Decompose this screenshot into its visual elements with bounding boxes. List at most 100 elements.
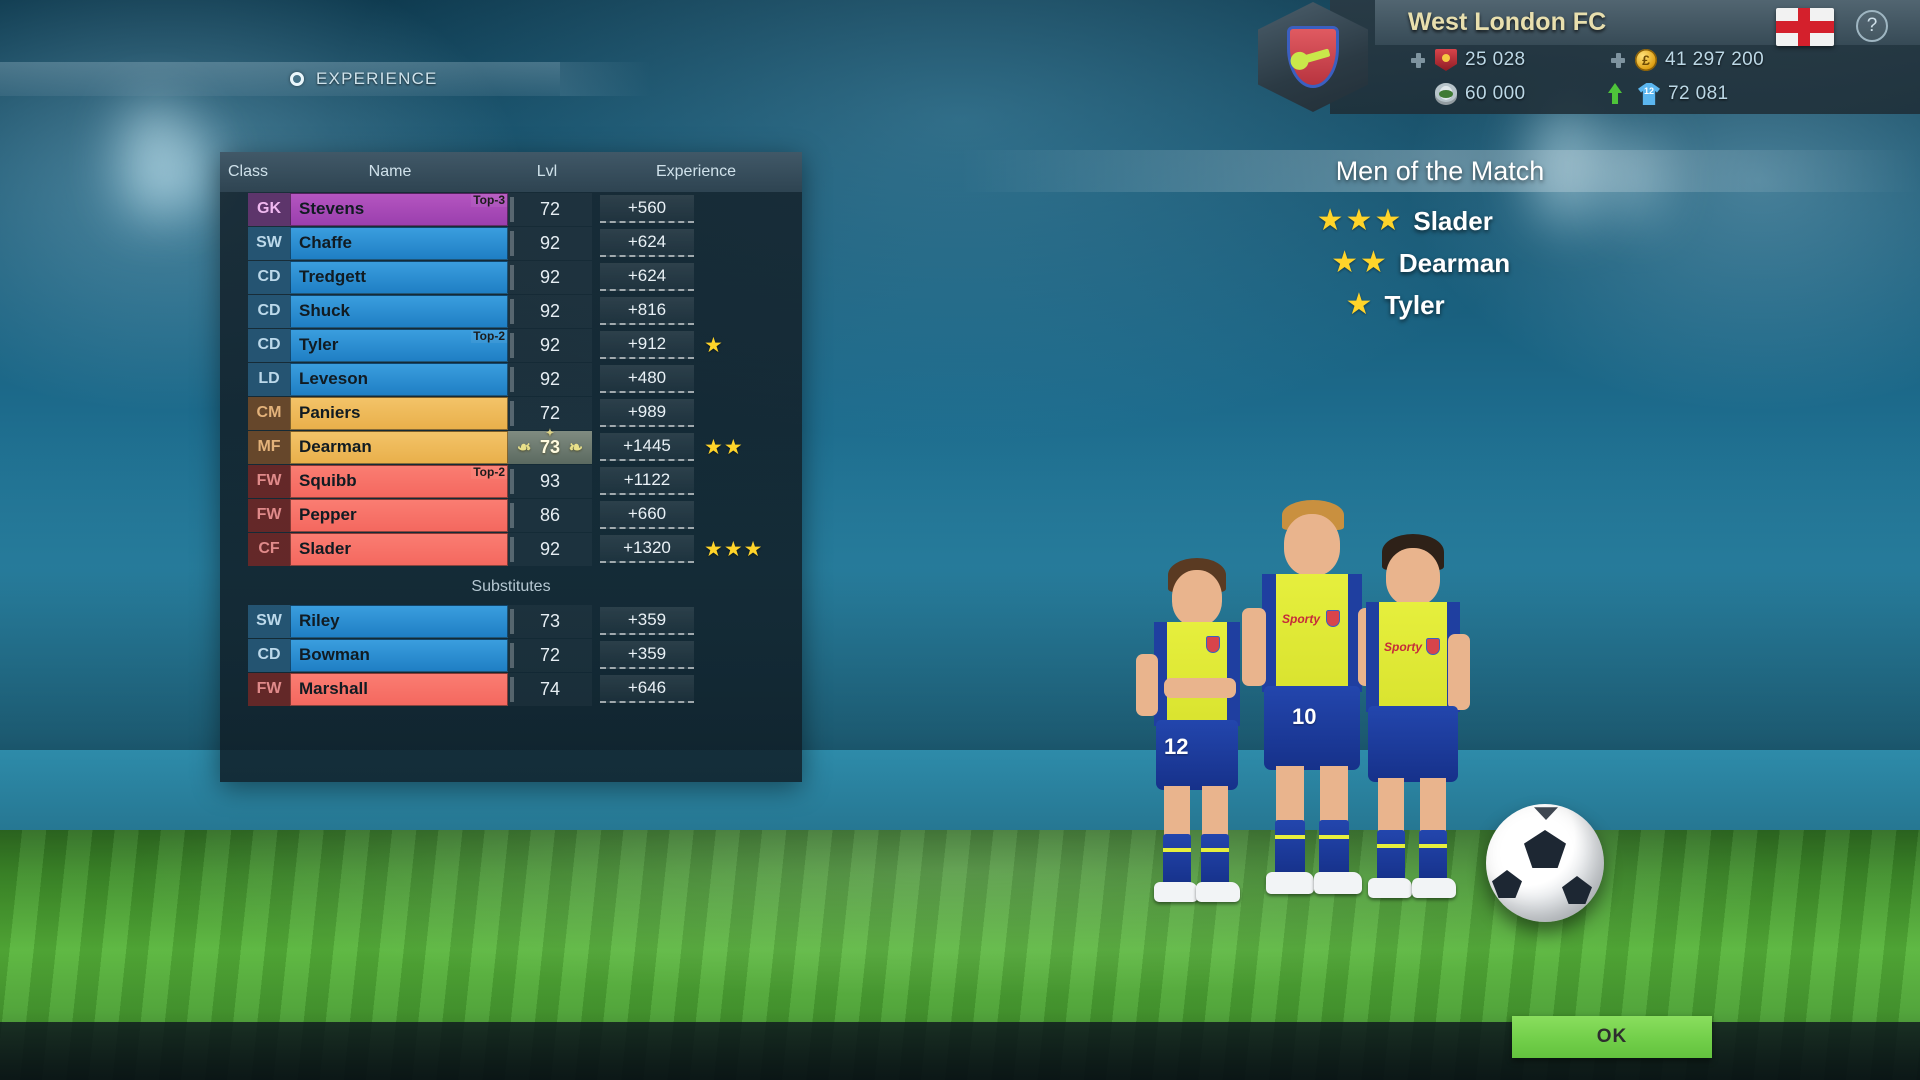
player-level: 93 [508,465,592,498]
jersey-sponsor: Sporty [1282,612,1321,626]
table-row[interactable]: LD Leveson 92 +480 [220,362,802,396]
table-row[interactable]: CF Slader 92 +1320 ★ ★ ★ [220,532,802,566]
resource-pennant[interactable]: 25 028 [1408,46,1608,74]
star-icon: ★ [704,537,723,561]
sock [1163,834,1191,886]
coin-icon [1635,49,1657,71]
player-number: 10 [1292,704,1317,729]
table-row[interactable]: CD Shuck 92 +816 [220,294,802,328]
player-experience: +480 [600,365,694,393]
floodlight-glow-left-2 [168,128,214,212]
laurel-crown-icon: ✦ [545,427,555,439]
add-pennant-icon[interactable] [1408,50,1428,70]
sock [1275,820,1305,876]
star-icon: ★ [1360,246,1387,279]
table-row[interactable]: FW Squibb Top-2 93 +1122 [220,464,802,498]
player-name-cell[interactable]: Chaffe [290,226,508,260]
player-name-cell[interactable]: Slader [290,532,508,566]
table-row[interactable]: CD Tyler Top-2 92 +912 ★ [220,328,802,362]
player-name: Tyler [299,335,339,354]
player-experience: +624 [600,229,694,257]
men-of-the-match: Men of the Match ★ ★ ★ Slader ★ ★ Dearma… [960,150,1920,326]
player-name-cell[interactable]: Squibb Top-2 [290,464,508,498]
table-row[interactable]: GK Stevens Top-3 72 +560 [220,192,802,226]
player-level-value: 92 [539,538,561,559]
top-rank-badge: Top-2 [471,328,507,343]
player-name-cell[interactable]: Shuck [290,294,508,328]
ok-button[interactable]: OK [1512,1016,1712,1058]
table-row[interactable]: FW Pepper 86 +660 [220,498,802,532]
club-header: West London FC ? 25 028 41 297 200 60 00… [1240,0,1920,114]
leg [1320,766,1348,826]
player-experience: +989 [600,399,694,427]
player-name: Slader [299,539,351,558]
player-experience: +560 [600,195,694,223]
player-name-cell[interactable]: Pepper [290,498,508,532]
player-experience: +660 [600,501,694,529]
column-header-lvl: Lvl [536,163,558,180]
jersey-crest-icon [1426,638,1440,655]
player-name-cell[interactable]: Paniers [290,396,508,430]
leg [1276,766,1304,826]
table-row[interactable]: FW Marshall 74 +646 [220,672,802,706]
player-experience: +624 [600,263,694,291]
shorts [1368,706,1458,782]
player-motm-stars: ★ [694,335,790,356]
player-name-cell[interactable]: Stevens Top-3 [290,192,508,226]
player-level: 92 [508,295,592,328]
pennant-value: 25 028 [1465,49,1526,70]
resource-money[interactable]: 41 297 200 [1608,46,1828,74]
player-level-value: 73 [539,436,561,457]
player-level: 92 [508,261,592,294]
level-progress-tick [510,264,514,290]
help-button[interactable]: ? [1856,10,1888,42]
motm-stars: ★ ★ [1331,248,1387,278]
player-experience: +646 [600,675,694,703]
player-level-value: 72 [539,644,561,665]
player-characters-scene: 12 Sporty 10 [1130,488,1550,908]
motm-entry: ★ Tyler [960,284,1920,326]
sock [1201,834,1229,886]
player-name-cell[interactable]: Tredgett [290,260,508,294]
jersey-side [1366,602,1379,712]
player-level: 86 [508,499,592,532]
motm-entry: ★ ★ Dearman [960,242,1920,284]
jersey [1262,574,1362,692]
sock [1319,820,1349,876]
add-money-icon[interactable] [1608,50,1628,70]
table-row[interactable]: CD Bowman 72 +359 [220,638,802,672]
resource-fans: 72 081 [1608,80,1828,108]
player-name-cell[interactable]: Leveson [290,362,508,396]
jersey [1366,602,1460,712]
level-progress-tick [510,642,514,668]
club-badge-hex[interactable] [1258,2,1368,112]
player-experience: +359 [600,607,694,635]
player-name-cell[interactable]: Dearman [290,430,508,464]
shorts [1156,720,1238,790]
level-progress-tick [510,536,514,562]
table-row[interactable]: SW Chaffe 92 +624 [220,226,802,260]
player-name-cell[interactable]: Bowman [290,638,508,672]
player-level-up: ✦73 [508,427,592,464]
column-header-name: Name [368,163,412,180]
player-name-cell[interactable]: Tyler Top-2 [290,328,508,362]
player-level: 92 [508,363,592,396]
player-level: 74 [508,673,592,706]
player-name-cell[interactable]: Riley [290,604,508,638]
player-level-value: 92 [539,300,561,321]
ring-dot-icon [290,72,304,86]
experience-panel: Class Name Lvl Experience GK Stevens Top-3… [220,152,802,782]
table-row[interactable]: CD Tredgett 92 +624 [220,260,802,294]
table-row[interactable]: SW Riley 73 +359 [220,604,802,638]
club-crest-icon [1287,26,1339,88]
table-row[interactable]: CM Paniers 72 +989 [220,396,802,430]
player-name-cell[interactable]: Marshall [290,672,508,706]
star-icon: ★ [1374,204,1402,237]
player-class: SW [248,226,290,260]
player-experience: +912 [600,331,694,359]
level-progress-tick [510,332,514,358]
player-name: Chaffe [299,233,352,252]
tab-experience[interactable]: EXPERIENCE [0,62,650,96]
column-header-class: Class [227,163,268,180]
